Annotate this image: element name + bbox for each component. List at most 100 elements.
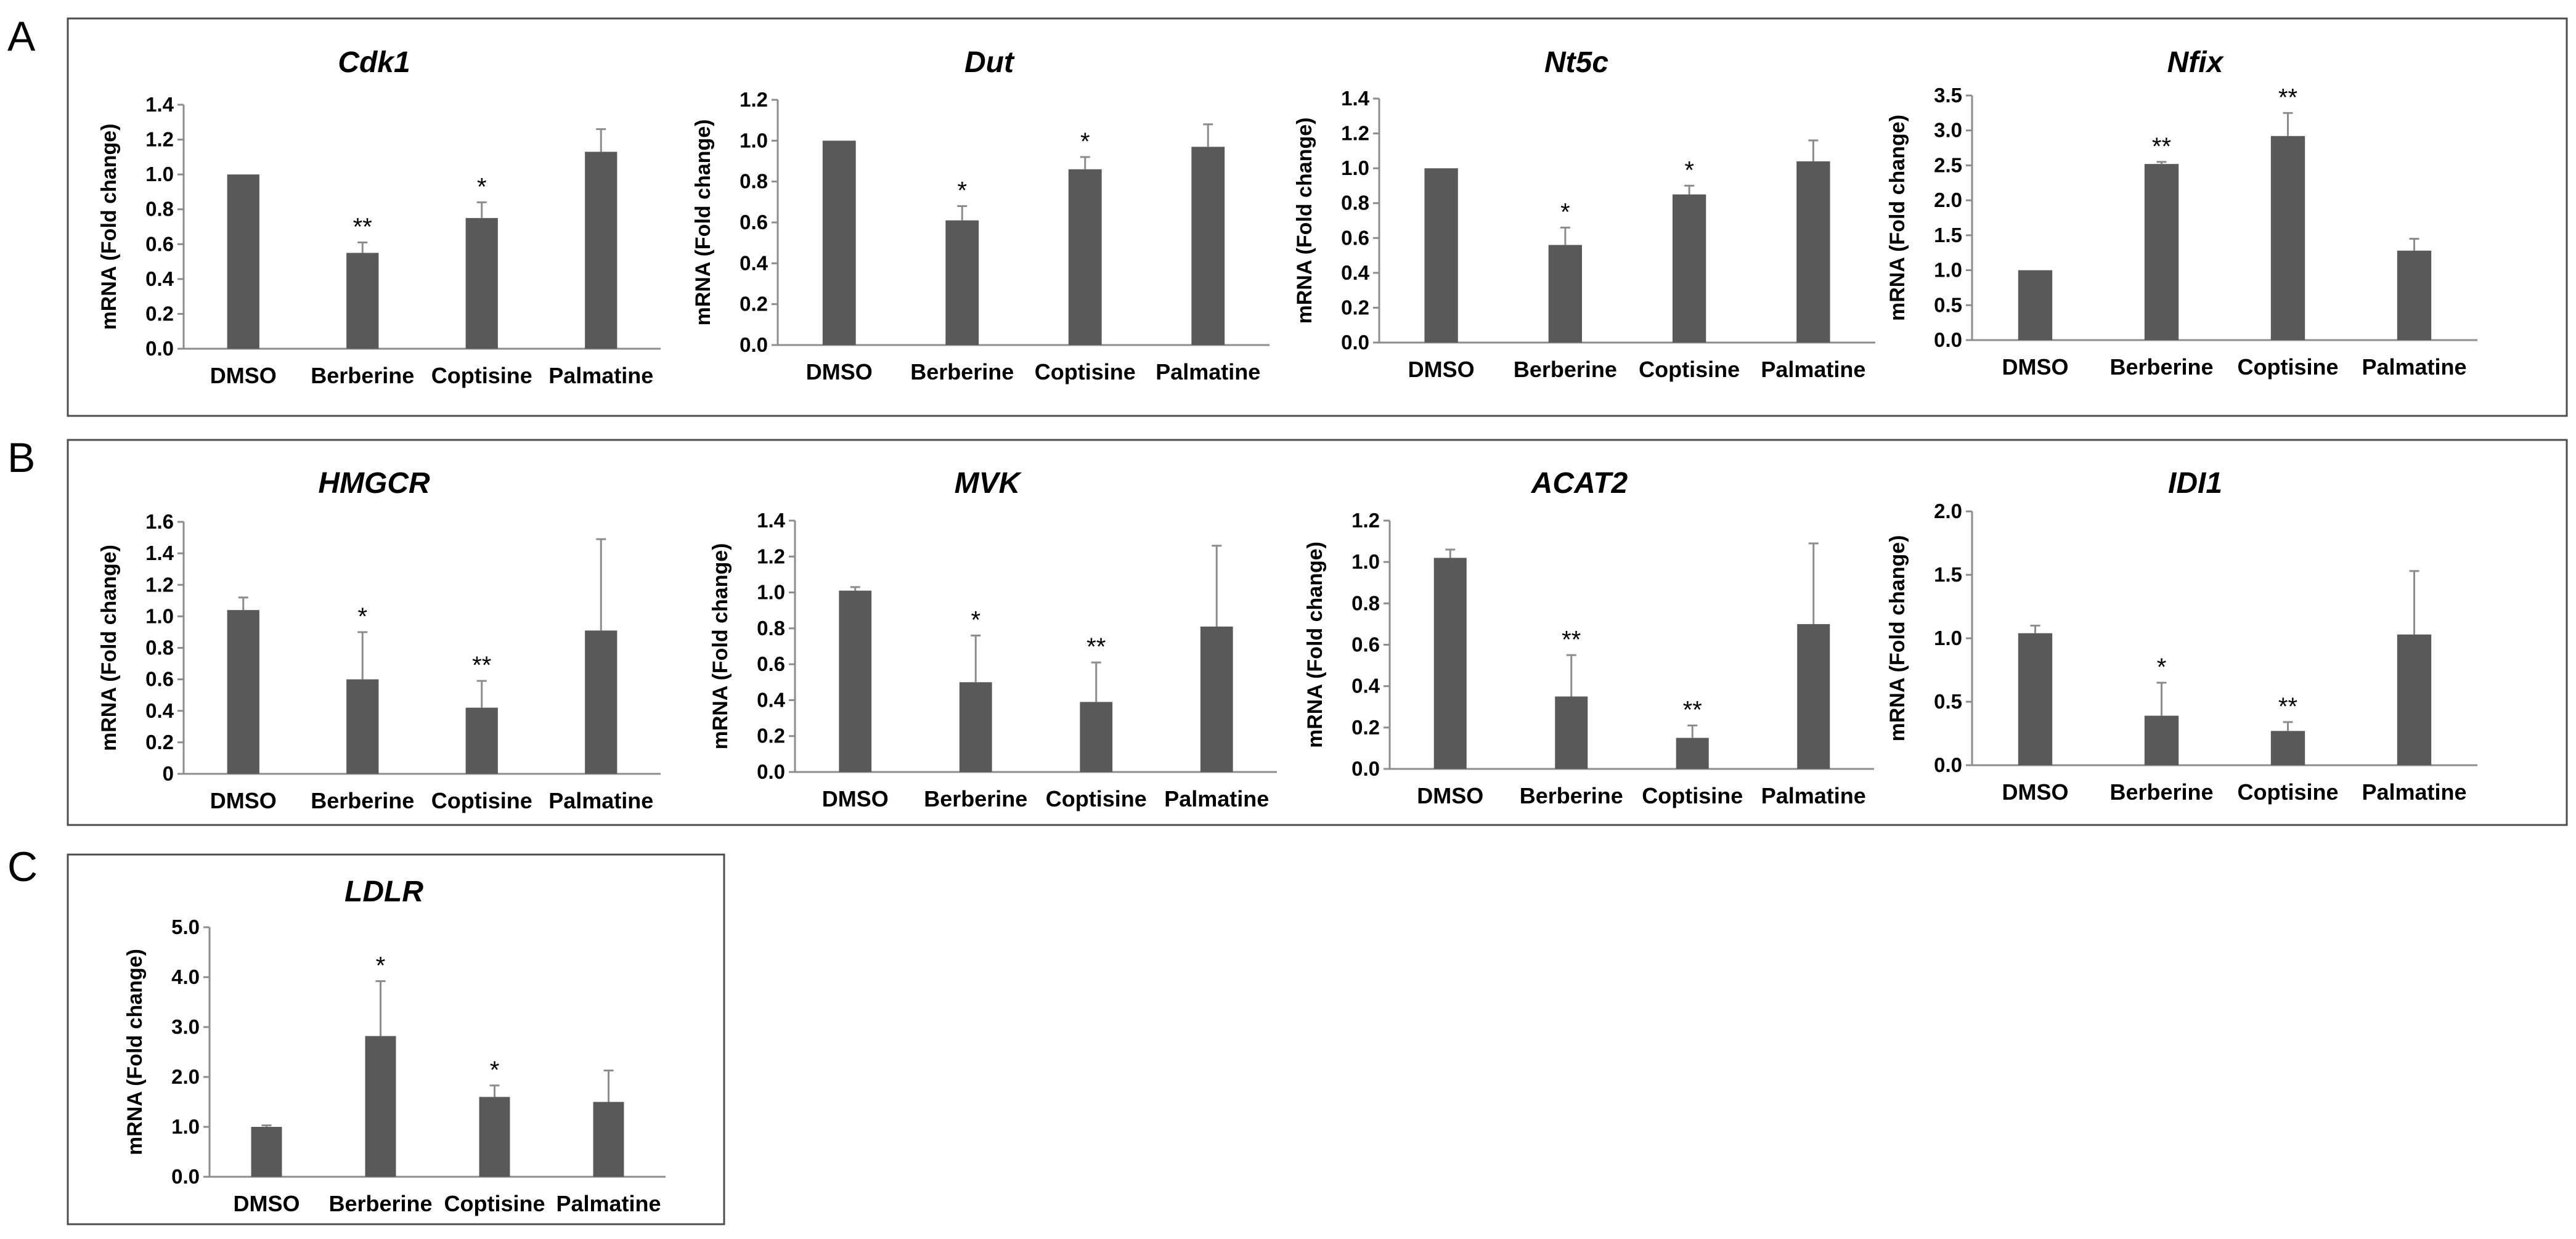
significance-marker: ** — [2152, 133, 2171, 160]
y-axis-label: mRNA (Fold change) — [691, 120, 715, 326]
bar-palmatine — [593, 1102, 624, 1177]
y-tick-label: 0.4 — [145, 267, 174, 290]
chart-title: ACAT2 — [1531, 467, 1628, 500]
x-category-label: DMSO — [1417, 783, 1483, 808]
x-category-label: Coptisine — [1046, 786, 1147, 811]
x-category-label: Berberine — [311, 788, 414, 813]
x-category-label: Palmatine — [548, 363, 653, 388]
bar-coptisine — [2270, 136, 2305, 340]
chart-dut: Dut mRNA (Fold change) 0.0 0.2 0.4 0.6 0.8 1.0 1… — [691, 46, 1270, 384]
y-tick-label: 3.0 — [171, 1015, 200, 1038]
x-category-label: Berberine — [1514, 357, 1617, 382]
x-category-label: Berberine — [910, 359, 1014, 384]
y-tick-label: 1.2 — [1351, 509, 1380, 532]
y-tick-label: 1.5 — [1934, 224, 1962, 246]
x-category-label: Palmatine — [1761, 357, 1865, 382]
chart-hmgcr: HMGCR mRNA (Fold change) 0 0.2 0.4 0.6 0.8 1.0 1… — [97, 467, 661, 813]
y-tick-label: 0.2 — [1351, 716, 1380, 739]
y-tick-label: 0.0 — [145, 337, 174, 360]
bar-berberine — [346, 253, 379, 349]
significance-marker: * — [376, 952, 386, 979]
y-axis-label: mRNA (Fold change) — [97, 545, 121, 751]
y-tick-label: 1.0 — [145, 604, 174, 627]
y-axis-label: mRNA (Fold change) — [1886, 115, 1909, 321]
chart-idi1: IDI1 mRNA (Fold change) 0.0 0.5 1.0 1.5 2.0 DMS… — [1886, 467, 2477, 805]
y-tick-label: 0.4 — [1351, 675, 1380, 697]
x-category-label: Berberine — [311, 363, 414, 388]
x-category-label: Coptisine — [1642, 783, 1743, 808]
bar-berberine — [365, 1036, 396, 1177]
y-tick-label: 0.4 — [1341, 261, 1370, 284]
x-category-label: DMSO — [234, 1191, 300, 1216]
bar-palmatine — [585, 630, 618, 774]
y-tick-label: 0.6 — [1341, 226, 1369, 249]
bar-palmatine — [2397, 634, 2432, 765]
y-tick-label: 1.0 — [1934, 627, 1962, 649]
bar-palmatine — [585, 152, 618, 349]
y-tick-label: 0.0 — [1934, 754, 1962, 776]
significance-marker: ** — [2278, 84, 2297, 111]
chart-nfix: Nfix mRNA (Fold change) 0.0 0.5 1.0 1.5 2.0 2.5… — [1886, 46, 2477, 380]
chart-title: Nt5c — [1544, 46, 1608, 79]
y-tick-label: 0.8 — [145, 636, 174, 659]
y-tick-label: 0.2 — [145, 302, 174, 325]
y-tick-label: 0.4 — [757, 688, 786, 711]
bar-dmso — [822, 140, 856, 346]
y-tick-label: 5.0 — [171, 916, 200, 938]
x-category-label: Coptisine — [2237, 354, 2338, 380]
bar-berberine — [1548, 245, 1583, 343]
x-category-label: Berberine — [924, 786, 1027, 811]
panel-b-frame — [67, 439, 2568, 826]
chart-title: MVK — [955, 467, 1022, 500]
y-tick-label: 2.0 — [1934, 189, 1962, 211]
y-tick-label: 0.4 — [145, 699, 174, 722]
panel-c-label: C — [7, 843, 38, 890]
x-category-label: Coptisine — [444, 1191, 545, 1216]
bar-coptisine — [465, 217, 498, 349]
bar-coptisine — [1080, 702, 1113, 772]
y-axis-label: mRNA (Fold change) — [123, 949, 147, 1155]
bar-dmso — [839, 590, 872, 772]
x-category-label: DMSO — [2002, 354, 2069, 380]
significance-marker: * — [957, 177, 967, 204]
significance-marker: * — [1560, 198, 1570, 225]
bar-berberine — [959, 682, 992, 772]
y-tick-label: 0.8 — [145, 198, 174, 221]
y-tick-label: 0 — [163, 762, 174, 785]
significance-marker: ** — [1562, 626, 1581, 653]
y-tick-label: 1.0 — [145, 163, 174, 185]
bar-palmatine — [1796, 161, 1830, 343]
y-tick-label: 0.6 — [740, 211, 768, 234]
y-tick-label: 1.2 — [1341, 122, 1369, 145]
y-tick-label: 2.0 — [1934, 500, 1962, 522]
x-category-label: Palmatine — [556, 1191, 661, 1216]
y-tick-label: 1.0 — [740, 129, 768, 152]
panel-b-label: B — [7, 434, 35, 481]
bar-coptisine — [465, 707, 498, 774]
significance-marker: * — [490, 1057, 500, 1084]
y-tick-label: 1.4 — [757, 509, 786, 532]
y-tick-label: 0.0 — [740, 333, 768, 356]
x-category-label: DMSO — [210, 363, 277, 388]
x-category-label: DMSO — [806, 359, 873, 384]
y-tick-label: 1.2 — [757, 545, 785, 567]
y-tick-label: 1.4 — [145, 93, 174, 116]
y-tick-label: 0.5 — [1934, 690, 1962, 713]
bar-dmso — [251, 1127, 282, 1177]
y-tick-label: 0.6 — [757, 652, 785, 675]
y-axis-label: mRNA (Fold change) — [97, 124, 121, 330]
bar-coptisine — [479, 1097, 510, 1177]
chart-acat2: ACAT2 mRNA (Fold change) 0.0 0.2 0.4 0.6 0.8 1.… — [1303, 467, 1874, 808]
bar-coptisine — [1068, 169, 1102, 345]
significance-marker: * — [971, 607, 980, 634]
y-tick-label: 0.8 — [1351, 591, 1380, 614]
bar-coptisine — [1676, 737, 1709, 769]
x-category-label: Palmatine — [1164, 786, 1269, 811]
x-category-label: DMSO — [210, 788, 277, 813]
y-tick-label: 1.0 — [171, 1115, 200, 1138]
y-axis-label: mRNA (Fold change) — [1293, 118, 1316, 324]
y-tick-label: 0.0 — [1341, 331, 1369, 354]
y-tick-label: 0.6 — [145, 668, 174, 691]
significance-marker: ** — [1086, 633, 1106, 660]
